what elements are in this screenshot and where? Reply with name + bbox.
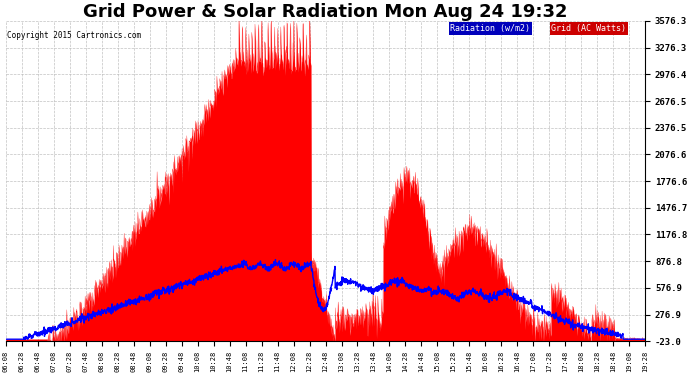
Title: Grid Power & Solar Radiation Mon Aug 24 19:32: Grid Power & Solar Radiation Mon Aug 24 … (83, 3, 568, 21)
Text: Copyright 2015 Cartronics.com: Copyright 2015 Cartronics.com (7, 30, 141, 39)
Text: Radiation (w/m2): Radiation (w/m2) (450, 24, 530, 33)
Text: Grid (AC Watts): Grid (AC Watts) (551, 24, 627, 33)
